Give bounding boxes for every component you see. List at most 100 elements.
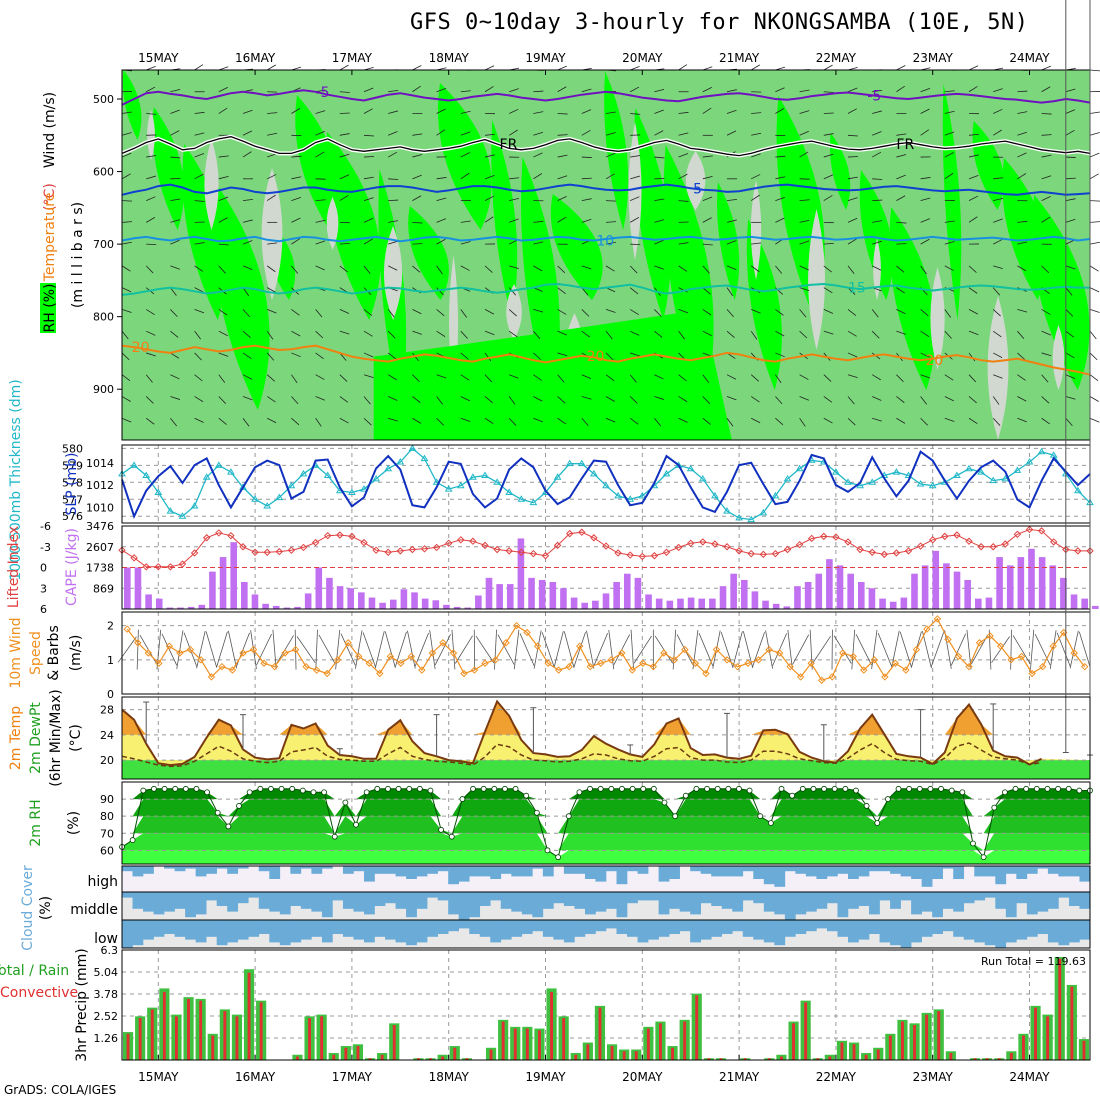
wind-barb bbox=[1017, 396, 1027, 402]
wind-barb bbox=[315, 110, 326, 114]
cloud-bar-low bbox=[311, 920, 323, 937]
wind-barb bbox=[823, 91, 834, 93]
precip-convective-bar bbox=[380, 1054, 384, 1060]
precip-convective-bar bbox=[174, 1016, 178, 1060]
wind-barb bbox=[847, 330, 857, 337]
temp-warm-fill bbox=[122, 701, 1090, 735]
cloud-bar-middle bbox=[332, 892, 344, 901]
rh-dry-patch bbox=[506, 284, 522, 340]
wind-barb bbox=[484, 133, 495, 136]
wind-barb bbox=[1041, 374, 1049, 383]
thickness-marker bbox=[360, 485, 368, 492]
cloud-bar-high bbox=[542, 866, 554, 877]
wind-barb bbox=[339, 133, 350, 136]
cloud-bar-middle bbox=[174, 892, 186, 909]
cape-bar bbox=[1006, 565, 1014, 609]
cloud-bar-high bbox=[195, 866, 207, 877]
rh2m-label: 2m RH bbox=[28, 799, 44, 846]
cape-bar bbox=[772, 603, 780, 609]
wind-barb bbox=[557, 396, 566, 404]
contour-label: FR bbox=[896, 137, 914, 153]
wind10-marker bbox=[744, 659, 752, 667]
precip-convective-bar bbox=[913, 1025, 917, 1060]
lifted-index-marker bbox=[299, 543, 308, 552]
wind-barb bbox=[460, 172, 470, 180]
wind-barb bbox=[993, 218, 1003, 223]
wind-barb bbox=[121, 396, 131, 402]
precip-convective-bar bbox=[247, 972, 251, 1060]
wind-barb bbox=[944, 152, 954, 158]
cape-bar bbox=[251, 594, 259, 609]
cape-bar bbox=[400, 589, 408, 609]
cloud-bar-middle bbox=[469, 892, 481, 918]
wind-barb bbox=[799, 330, 808, 339]
wind-barb bbox=[968, 133, 979, 136]
cape-bar bbox=[996, 557, 1003, 609]
rh2m-marker bbox=[1076, 787, 1083, 794]
wind-barb bbox=[363, 330, 373, 337]
wind-barb bbox=[1065, 330, 1075, 338]
wind-barb bbox=[170, 352, 180, 359]
wind-barb bbox=[557, 134, 568, 136]
cloud-bar-low bbox=[921, 920, 933, 937]
rh2m-marker bbox=[608, 785, 615, 792]
wind-barb bbox=[242, 396, 253, 401]
cape-bar bbox=[879, 598, 886, 609]
cloud-bar-middle bbox=[826, 892, 838, 904]
wind-barb bbox=[775, 330, 785, 337]
lifted-index-marker bbox=[953, 531, 961, 539]
thickness-marker bbox=[299, 469, 308, 477]
wind10-barb bbox=[475, 635, 495, 664]
wind-barb bbox=[242, 265, 253, 270]
cloud-bar-low bbox=[974, 920, 986, 943]
rh2m-marker bbox=[225, 823, 232, 830]
cape-bar bbox=[911, 573, 918, 609]
wind-barb bbox=[678, 173, 688, 180]
cloud-bar-low bbox=[258, 920, 270, 934]
thickness-marker bbox=[723, 507, 731, 514]
cloud-bar-high bbox=[290, 866, 302, 874]
wind-barb bbox=[751, 132, 762, 136]
wind10-marker bbox=[449, 649, 458, 657]
wind-barb bbox=[992, 396, 1000, 405]
lifted-index-marker bbox=[820, 532, 828, 541]
cloud-bar-middle bbox=[290, 892, 302, 906]
cape-bar bbox=[762, 600, 769, 609]
wind10-barb bbox=[563, 631, 575, 668]
wind10-barb bbox=[494, 629, 497, 670]
wind-barb bbox=[1041, 175, 1052, 180]
wind-barb bbox=[121, 132, 132, 136]
thickness-tick-label: 580 bbox=[62, 442, 83, 455]
wind-barb bbox=[315, 130, 325, 136]
wind10-marker bbox=[586, 662, 594, 671]
wind-barb bbox=[363, 217, 374, 223]
cape-bar bbox=[857, 582, 865, 609]
cloud-level-label: low bbox=[94, 931, 118, 947]
wind10-marker bbox=[618, 649, 626, 657]
wind10-marker bbox=[460, 669, 468, 678]
wind-barb bbox=[654, 198, 665, 201]
wind-barb bbox=[388, 178, 399, 180]
wind10-barb bbox=[513, 629, 520, 670]
rh2m-marker bbox=[395, 785, 402, 792]
wind10-marker bbox=[733, 662, 742, 671]
lifted-index-marker bbox=[118, 546, 126, 554]
wind-barb bbox=[581, 330, 591, 338]
wind-barb bbox=[993, 108, 1003, 114]
wind-barb bbox=[412, 174, 422, 180]
wind-barb bbox=[944, 330, 952, 339]
cloud-bar-low bbox=[1079, 920, 1091, 940]
rh2m-tick-label: 80 bbox=[100, 810, 114, 823]
lifted-index-marker bbox=[723, 543, 731, 551]
wind-barb bbox=[581, 417, 589, 427]
thickness-axis-label: 1000-500mb Thickness (dm) bbox=[8, 379, 24, 580]
wind10-marker bbox=[418, 666, 426, 674]
wind-barb bbox=[799, 240, 810, 245]
cloud-bar-high bbox=[258, 866, 270, 872]
wind-barb bbox=[605, 152, 616, 158]
wind-barb bbox=[146, 330, 156, 336]
isotherm-t_5 bbox=[121, 183, 1091, 196]
wind-barb bbox=[436, 197, 447, 201]
cloud-bar-high bbox=[1068, 866, 1080, 877]
isotherm-t_10 bbox=[121, 235, 1091, 243]
